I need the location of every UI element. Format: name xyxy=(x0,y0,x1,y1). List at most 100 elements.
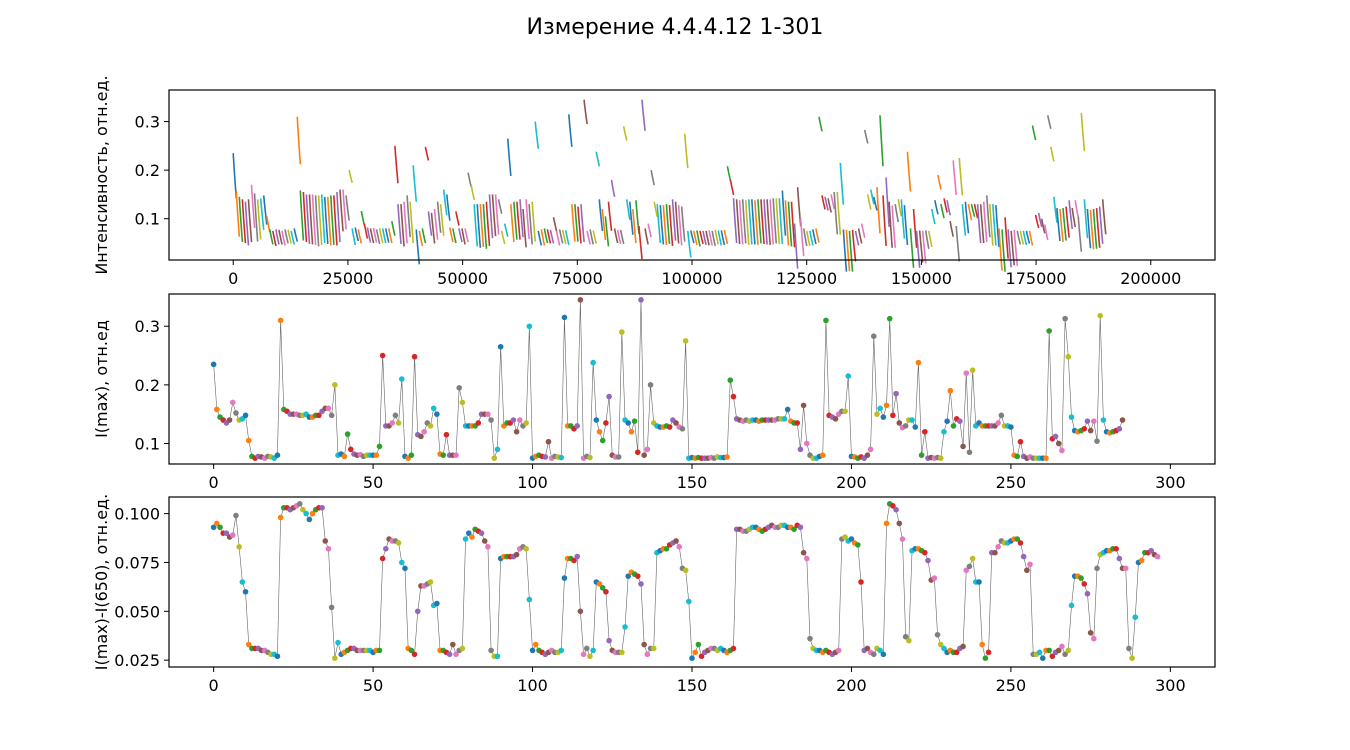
data-point xyxy=(395,420,402,426)
data-point xyxy=(1081,581,1088,587)
intensity-series-line xyxy=(714,229,720,245)
data-point xyxy=(532,641,539,648)
data-point xyxy=(641,641,647,648)
intensity-series-line xyxy=(693,230,698,246)
intensity-series-line xyxy=(598,199,604,231)
intensity-series-line xyxy=(915,230,921,268)
data-point xyxy=(1017,540,1024,546)
data-point xyxy=(998,412,1005,419)
data-point xyxy=(902,423,909,429)
data-point xyxy=(727,377,734,383)
intensity-series-line xyxy=(1080,112,1086,152)
data-point xyxy=(1087,427,1094,434)
data-point xyxy=(1020,553,1027,560)
data-point xyxy=(1087,630,1094,636)
intensity-series-line xyxy=(458,228,463,243)
data-point xyxy=(325,405,332,412)
intensity-series-line xyxy=(528,204,534,245)
data-point xyxy=(245,641,252,648)
data-point xyxy=(223,530,230,536)
intensity-series-line xyxy=(1062,207,1067,241)
data-point xyxy=(376,443,383,450)
intensity-series-line xyxy=(949,221,955,237)
intensity-series-line xyxy=(830,194,836,210)
intensity-series-line xyxy=(790,201,796,248)
data-point xyxy=(430,405,437,412)
intensity-series-line xyxy=(314,195,320,247)
data-point xyxy=(1039,655,1046,662)
data-point xyxy=(915,359,922,366)
intensity-series-line xyxy=(342,189,347,230)
y-tick-label: 0.075 xyxy=(114,553,160,572)
intensity-series-line xyxy=(1065,206,1070,238)
data-point xyxy=(896,420,903,426)
intensity-series-line xyxy=(482,204,488,249)
data-point xyxy=(462,536,469,542)
data-point xyxy=(459,645,466,652)
data-point xyxy=(376,647,383,654)
data-point xyxy=(577,608,584,615)
data-point xyxy=(842,408,848,415)
data-point xyxy=(867,446,874,453)
x-tick-label: 200 xyxy=(836,676,867,695)
data-point xyxy=(941,645,947,652)
data-point xyxy=(303,510,309,517)
ylabel-3: I(max)-I(650), отн.ед. xyxy=(92,494,111,670)
data-point xyxy=(606,637,612,644)
intensity-series-line xyxy=(381,228,387,244)
intensity-series-line xyxy=(345,195,350,221)
intensity-series-line xyxy=(775,198,781,245)
data-point xyxy=(673,538,679,544)
intensity-series-line xyxy=(281,230,286,246)
intensity-series-line xyxy=(284,229,289,244)
intensity-series-line xyxy=(259,198,265,230)
data-point xyxy=(344,431,351,437)
intensity-series-line xyxy=(989,204,994,246)
intensity-series-line xyxy=(683,133,689,169)
data-point xyxy=(580,651,587,658)
data-point xyxy=(791,526,797,533)
data-point xyxy=(434,411,440,417)
data-point xyxy=(217,524,223,531)
data-point xyxy=(494,653,501,660)
intensity-series-line xyxy=(879,115,884,167)
intensity-series-line xyxy=(772,198,778,244)
data-point xyxy=(950,423,957,429)
intensity-series-line xyxy=(391,221,396,236)
intensity-series-line xyxy=(885,177,890,228)
y-tick-label: 0.2 xyxy=(135,161,160,180)
data-point xyxy=(1138,557,1145,564)
data-point xyxy=(899,536,906,542)
intensity-series-line xyxy=(577,206,582,244)
intensity-series-line xyxy=(494,194,500,235)
intensity-series-line xyxy=(912,208,918,248)
data-point xyxy=(1100,417,1107,423)
data-point xyxy=(1065,647,1072,654)
data-point xyxy=(883,402,890,409)
intensity-series-line xyxy=(1034,214,1040,229)
intensity-series-line xyxy=(985,195,991,238)
intensity-series-line xyxy=(272,230,277,247)
intensity-series-line xyxy=(595,151,601,167)
data-point xyxy=(596,428,603,435)
data-point xyxy=(941,428,947,435)
intensity-series-line xyxy=(247,199,253,243)
intensity-series-line xyxy=(583,99,588,125)
intensity-series-line xyxy=(299,190,305,241)
data-point xyxy=(446,651,453,658)
data-point xyxy=(1027,561,1033,568)
intensity-series-line xyxy=(470,184,476,200)
intensity-series-line xyxy=(769,199,775,245)
data-point xyxy=(625,573,632,579)
intensity-series-line xyxy=(812,229,817,245)
data-point xyxy=(1068,414,1075,420)
data-point xyxy=(880,414,887,420)
intensity-series-line xyxy=(1056,207,1061,242)
intensity-series-line xyxy=(638,225,643,260)
intensity-series-line xyxy=(888,201,894,248)
data-point xyxy=(229,532,236,538)
intensity-series-line xyxy=(845,229,851,272)
intensity-series-line xyxy=(336,191,341,243)
intensity-series-line xyxy=(702,230,707,246)
intensity-series-line xyxy=(571,204,576,242)
